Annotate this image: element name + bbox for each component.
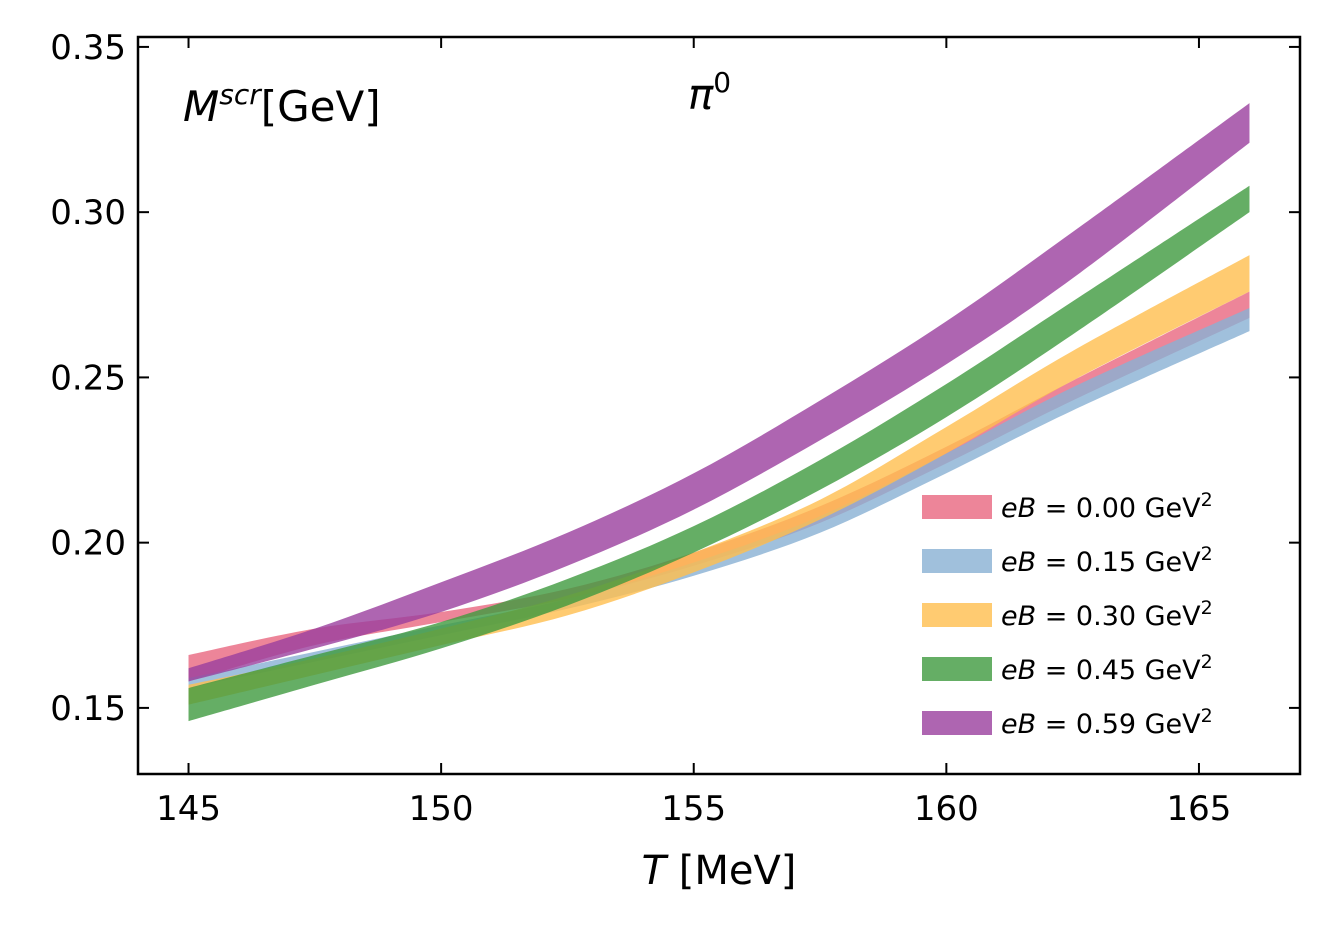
legend-swatch-2	[922, 603, 992, 627]
legend-label-4: eB = 0.59 GeV2	[1001, 705, 1213, 740]
y-tick-label: 0.20	[50, 524, 126, 564]
x-tick-label: 160	[914, 789, 979, 829]
legend: eB = 0.00 GeV2 eB = 0.15 GeV2 eB = 0.30 Ge…	[922, 489, 1213, 740]
legend-swatch-3	[922, 657, 992, 681]
y-tick-label: 0.15	[50, 689, 126, 729]
x-tick-label: 155	[661, 789, 726, 829]
legend-swatch-1	[922, 549, 992, 573]
y-tick-label: 0.30	[50, 193, 126, 233]
y-axis: 0.15 0.20 0.25 0.30 0.35	[50, 28, 1300, 729]
legend-label-3: eB = 0.45 GeV2	[1001, 651, 1213, 686]
annotations: Mscr[GeV] π0	[183, 66, 731, 131]
x-axis: 145 150 155 160 165	[156, 37, 1231, 829]
y-tick-label: 0.35	[50, 28, 126, 68]
x-tick-label: 145	[156, 789, 221, 829]
x-tick-label: 150	[409, 789, 474, 829]
particle-annotation: π0	[688, 66, 731, 119]
y-tick-label: 0.25	[50, 358, 126, 398]
legend-label-1: eB = 0.15 GeV2	[1001, 543, 1213, 578]
x-axis-title: T [MeV]	[642, 848, 797, 894]
bands-layer	[188, 103, 1250, 722]
legend-label-2: eB = 0.30 GeV2	[1001, 597, 1213, 632]
ylabel-annotation: Mscr[GeV]	[183, 78, 381, 131]
band-series-3	[188, 185, 1250, 722]
legend-swatch-4	[922, 711, 992, 735]
plot-frame	[136, 35, 1302, 776]
legend-label-0: eB = 0.00 GeV2	[1001, 489, 1213, 524]
x-tick-label: 165	[1167, 789, 1232, 829]
legend-swatch-0	[922, 495, 992, 519]
